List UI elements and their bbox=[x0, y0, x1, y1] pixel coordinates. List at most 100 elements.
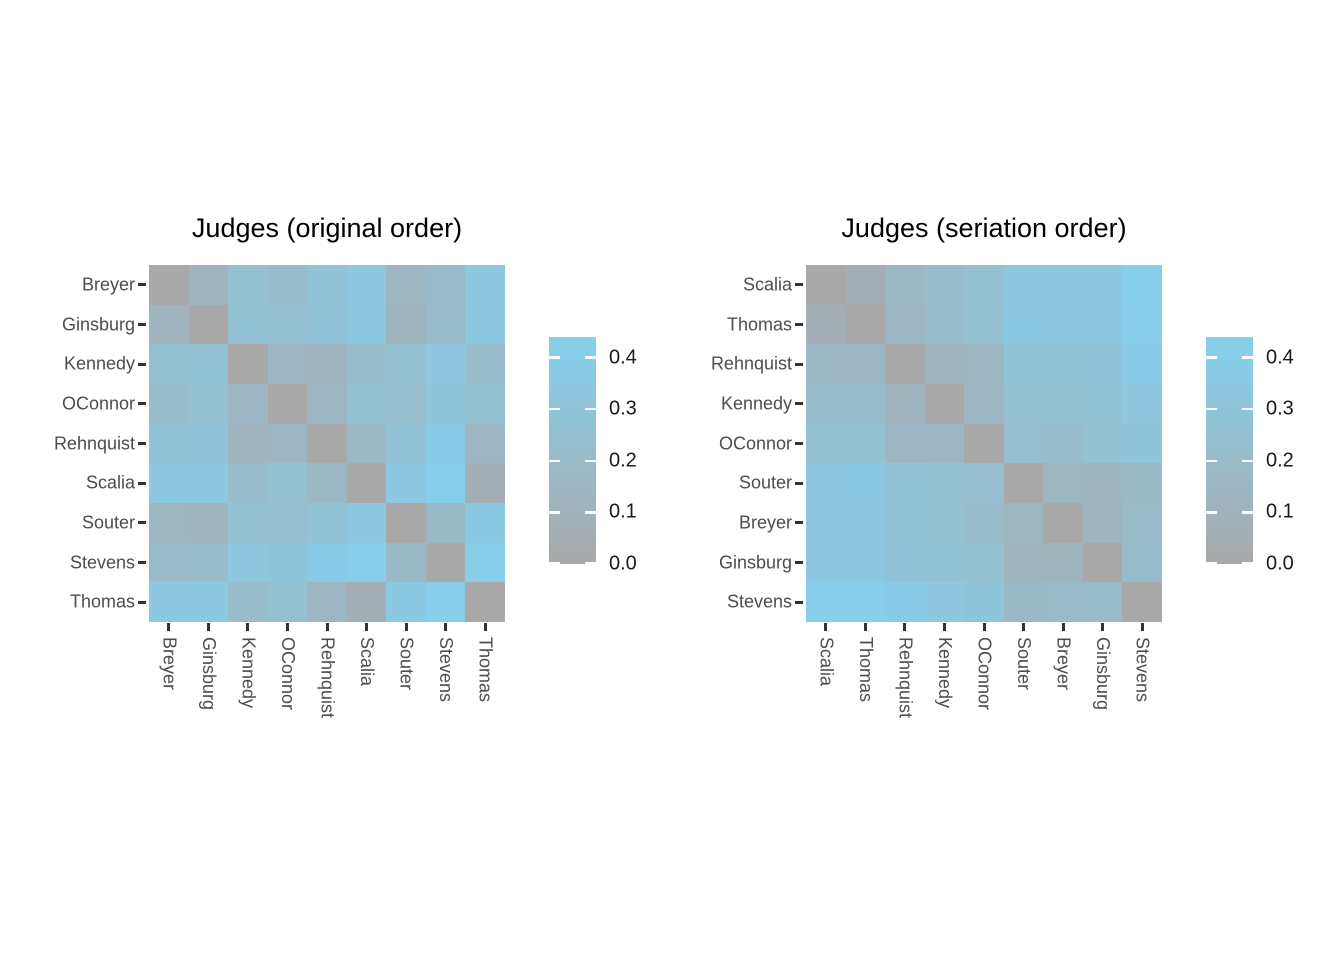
heatmap-cell bbox=[964, 304, 1004, 345]
y-tick-mark bbox=[795, 600, 803, 604]
y-tick-label: Ginsburg bbox=[718, 552, 792, 572]
y-tick-label: Ginsburg bbox=[61, 314, 135, 334]
legend-tick-mark bbox=[585, 459, 596, 463]
heatmap-cell bbox=[845, 344, 886, 384]
heatmap-cell bbox=[845, 463, 886, 503]
y-tick-label: OConnor bbox=[61, 393, 135, 414]
heatmap-cell bbox=[1043, 265, 1083, 305]
heatmap-cell bbox=[964, 423, 1004, 464]
heatmap-cell bbox=[964, 542, 1004, 583]
heatmap-cell bbox=[307, 503, 347, 543]
heatmap-cell bbox=[924, 384, 965, 424]
x-tick-label: Breyer bbox=[159, 637, 180, 691]
heatmap-cell bbox=[386, 265, 426, 305]
heatmap-cell bbox=[806, 304, 846, 345]
x-tick-mark bbox=[365, 623, 369, 631]
heatmap-cell bbox=[964, 344, 1004, 384]
heatmap-cell bbox=[885, 582, 925, 622]
heatmap-cell bbox=[188, 265, 229, 305]
heatmap-cell bbox=[267, 344, 308, 384]
heatmap-cell bbox=[465, 582, 505, 622]
heatmap-cell bbox=[188, 582, 229, 622]
y-tick-label: Stevens bbox=[69, 552, 135, 572]
heatmap-cell bbox=[1122, 304, 1162, 345]
heatmap-cell bbox=[307, 542, 347, 583]
heatmap-cell bbox=[845, 582, 886, 622]
heatmap-cell bbox=[386, 384, 426, 424]
heatmap-cell bbox=[885, 503, 925, 543]
y-tick-label: Rehnquist bbox=[53, 433, 135, 453]
x-tick-mark bbox=[1022, 623, 1026, 631]
legend-tick-mark bbox=[1206, 459, 1217, 463]
y-tick-label: Thomas bbox=[69, 591, 135, 612]
heatmap-cell bbox=[228, 265, 268, 305]
heatmap-cell bbox=[885, 423, 925, 464]
heatmap-cell bbox=[465, 304, 505, 345]
heatmap-cell bbox=[885, 384, 925, 424]
heatmap-cell bbox=[885, 542, 925, 583]
heatmap-cell bbox=[1003, 423, 1044, 464]
x-tick-label: Rehnquist bbox=[317, 637, 338, 719]
heatmap-cell bbox=[425, 463, 466, 503]
x-tick-label: OConnor bbox=[974, 637, 995, 711]
heatmap-cell bbox=[267, 304, 308, 345]
y-tick-mark bbox=[795, 521, 803, 525]
heatmap-cell bbox=[149, 384, 189, 424]
heatmap-cell bbox=[1003, 582, 1044, 622]
heatmap-cell bbox=[1003, 304, 1044, 345]
heatmap-cell bbox=[228, 582, 268, 622]
legend-tick-label: 0.4 bbox=[1266, 346, 1294, 369]
y-tick-label: Stevens bbox=[726, 591, 792, 612]
heatmap-cell bbox=[149, 542, 189, 583]
y-tick-mark bbox=[138, 600, 146, 604]
heatmap-cell bbox=[845, 304, 886, 345]
heatmap-cell bbox=[465, 344, 505, 384]
legend-tick-label: 0.3 bbox=[609, 397, 637, 420]
heatmap-cell bbox=[149, 265, 189, 305]
x-tick-label: Souter bbox=[1014, 637, 1035, 691]
heatmap-cell bbox=[386, 503, 426, 543]
heatmap-cell bbox=[267, 423, 308, 464]
x-tick-label: Stevens bbox=[1132, 637, 1153, 703]
heatmap-cell bbox=[149, 503, 189, 543]
x-tick-mark bbox=[1061, 623, 1065, 631]
heatmap-cell bbox=[188, 423, 229, 464]
legend-tick-mark bbox=[585, 561, 596, 564]
heatmap-cell bbox=[465, 463, 505, 503]
x-tick-mark bbox=[285, 623, 289, 631]
legend-tick-mark bbox=[1242, 511, 1253, 514]
heatmap-cell bbox=[1082, 582, 1123, 622]
heatmap-cell bbox=[188, 503, 229, 543]
heatmap-cell bbox=[845, 384, 886, 424]
heatmap-cell bbox=[806, 582, 846, 622]
x-tick-mark bbox=[824, 623, 828, 631]
y-tick-mark bbox=[795, 283, 803, 287]
x-tick-mark bbox=[1140, 623, 1144, 631]
x-tick-mark bbox=[246, 623, 250, 631]
heatmap-cell bbox=[346, 304, 387, 345]
legend-tick-label: 0.1 bbox=[609, 500, 637, 523]
heatmap-cell bbox=[845, 423, 886, 464]
heatmap-cell bbox=[885, 344, 925, 384]
heatmap-cell bbox=[228, 423, 268, 464]
heatmap-cell bbox=[386, 542, 426, 583]
x-tick-mark bbox=[863, 623, 867, 631]
heatmap-cell bbox=[346, 265, 387, 305]
heatmap-cell bbox=[307, 463, 347, 503]
heatmap-cell bbox=[1122, 265, 1162, 305]
x-tick-mark bbox=[206, 623, 210, 631]
heatmap-cell bbox=[924, 542, 965, 583]
legend-tick-mark bbox=[1242, 459, 1253, 463]
heatmap-cell bbox=[228, 463, 268, 503]
heatmap-cell bbox=[964, 503, 1004, 543]
heatmap-cell bbox=[1003, 344, 1044, 384]
legend-tick-mark bbox=[1206, 407, 1217, 411]
legend-colorbar bbox=[1206, 337, 1253, 564]
y-tick-mark bbox=[795, 481, 803, 485]
legend-tick-label: 0.3 bbox=[1266, 397, 1294, 420]
heatmap-cell bbox=[1043, 582, 1083, 622]
legend-tick-label: 0.1 bbox=[1266, 500, 1294, 523]
heatmap-cell bbox=[1043, 423, 1083, 464]
heatmap-cell bbox=[425, 503, 466, 543]
heatmap-cell bbox=[1082, 542, 1123, 583]
